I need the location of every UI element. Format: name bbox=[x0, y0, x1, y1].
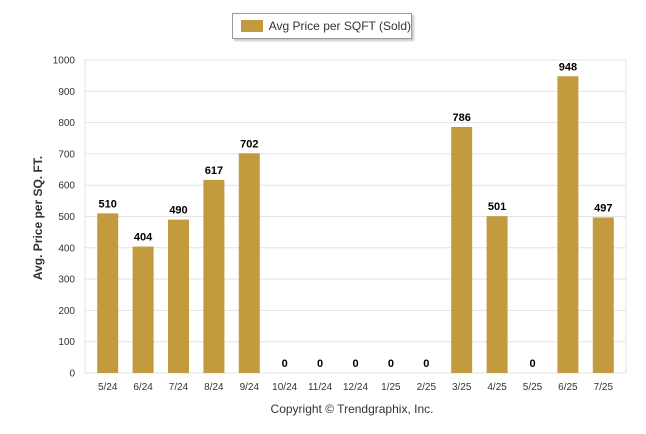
y-tick-label: 400 bbox=[58, 243, 75, 254]
x-axis-ticks: 5/24 6/24 7/24 8/24 9/24 10/24 11/24 12/24 1/25 2… bbox=[98, 382, 614, 393]
legend-label: Avg Price per SQFT (Sold) bbox=[268, 19, 411, 33]
data-label: 0 bbox=[282, 358, 288, 370]
y-tick-label: 900 bbox=[58, 87, 75, 98]
bars bbox=[97, 76, 614, 374]
y-tick-label: 700 bbox=[58, 149, 75, 160]
x-tick-label: 7/24 bbox=[169, 382, 189, 393]
y-tick-label: 300 bbox=[58, 275, 75, 286]
y-tick-label: 1000 bbox=[53, 56, 76, 67]
y-axis-ticks: 0 100 200 300 400 500 600 700 800 900 1000 bbox=[53, 56, 76, 380]
data-label: 0 bbox=[388, 358, 394, 370]
x-tick-label: 8/24 bbox=[204, 382, 224, 393]
x-tick-label: 2/25 bbox=[417, 382, 437, 393]
data-label: 786 bbox=[453, 112, 471, 124]
data-label: 490 bbox=[169, 205, 187, 217]
data-label: 702 bbox=[240, 138, 258, 150]
y-tick-label: 100 bbox=[58, 337, 75, 348]
bar bbox=[451, 126, 473, 374]
gridlines bbox=[84, 59, 627, 374]
x-tick-label: 1/25 bbox=[381, 382, 401, 393]
x-tick-label: 5/25 bbox=[523, 382, 543, 393]
data-label: 510 bbox=[99, 198, 117, 210]
data-label: 501 bbox=[488, 201, 506, 213]
y-tick-label: 600 bbox=[58, 181, 75, 192]
x-tick-label: 4/25 bbox=[487, 382, 507, 393]
data-label: 497 bbox=[594, 202, 612, 214]
bar bbox=[132, 246, 154, 373]
data-labels: 510 404 490 617 702 0 0 0 0 0 786 501 0 948 497 bbox=[99, 61, 613, 370]
data-label: 0 bbox=[317, 358, 323, 370]
y-tick-label: 0 bbox=[69, 369, 75, 380]
bar bbox=[486, 216, 508, 373]
y-axis-label: Avg. Price per SQ. FT. bbox=[31, 156, 45, 280]
x-tick-label: 11/24 bbox=[308, 382, 333, 393]
data-label: 0 bbox=[529, 358, 535, 370]
data-label: 948 bbox=[559, 61, 577, 73]
y-tick-label: 200 bbox=[58, 306, 75, 317]
bar bbox=[97, 213, 119, 373]
data-label: 404 bbox=[134, 232, 153, 244]
x-tick-label: 5/24 bbox=[98, 382, 118, 393]
x-tick-label: 10/24 bbox=[272, 382, 297, 393]
x-tick-label: 9/24 bbox=[240, 382, 260, 393]
bar bbox=[592, 217, 614, 373]
bar bbox=[168, 219, 189, 373]
x-tick-label: 6/24 bbox=[133, 382, 153, 393]
x-tick-label: 12/24 bbox=[343, 382, 368, 393]
data-label: 617 bbox=[205, 165, 223, 177]
legend-swatch bbox=[241, 20, 263, 32]
y-tick-label: 500 bbox=[58, 212, 75, 223]
data-label: 0 bbox=[352, 358, 358, 370]
x-tick-label: 6/25 bbox=[558, 382, 578, 393]
x-tick-label: 7/25 bbox=[594, 382, 614, 393]
x-tick-label: 3/25 bbox=[452, 382, 472, 393]
data-label: 0 bbox=[423, 358, 429, 370]
legend: Avg Price per SQFT (Sold) bbox=[232, 13, 412, 39]
y-tick-label: 800 bbox=[58, 118, 75, 129]
bar bbox=[557, 76, 579, 373]
copyright-footer: Copyright © Trendgraphix, Inc. bbox=[271, 402, 434, 416]
bar bbox=[238, 153, 260, 373]
bar bbox=[203, 179, 225, 373]
